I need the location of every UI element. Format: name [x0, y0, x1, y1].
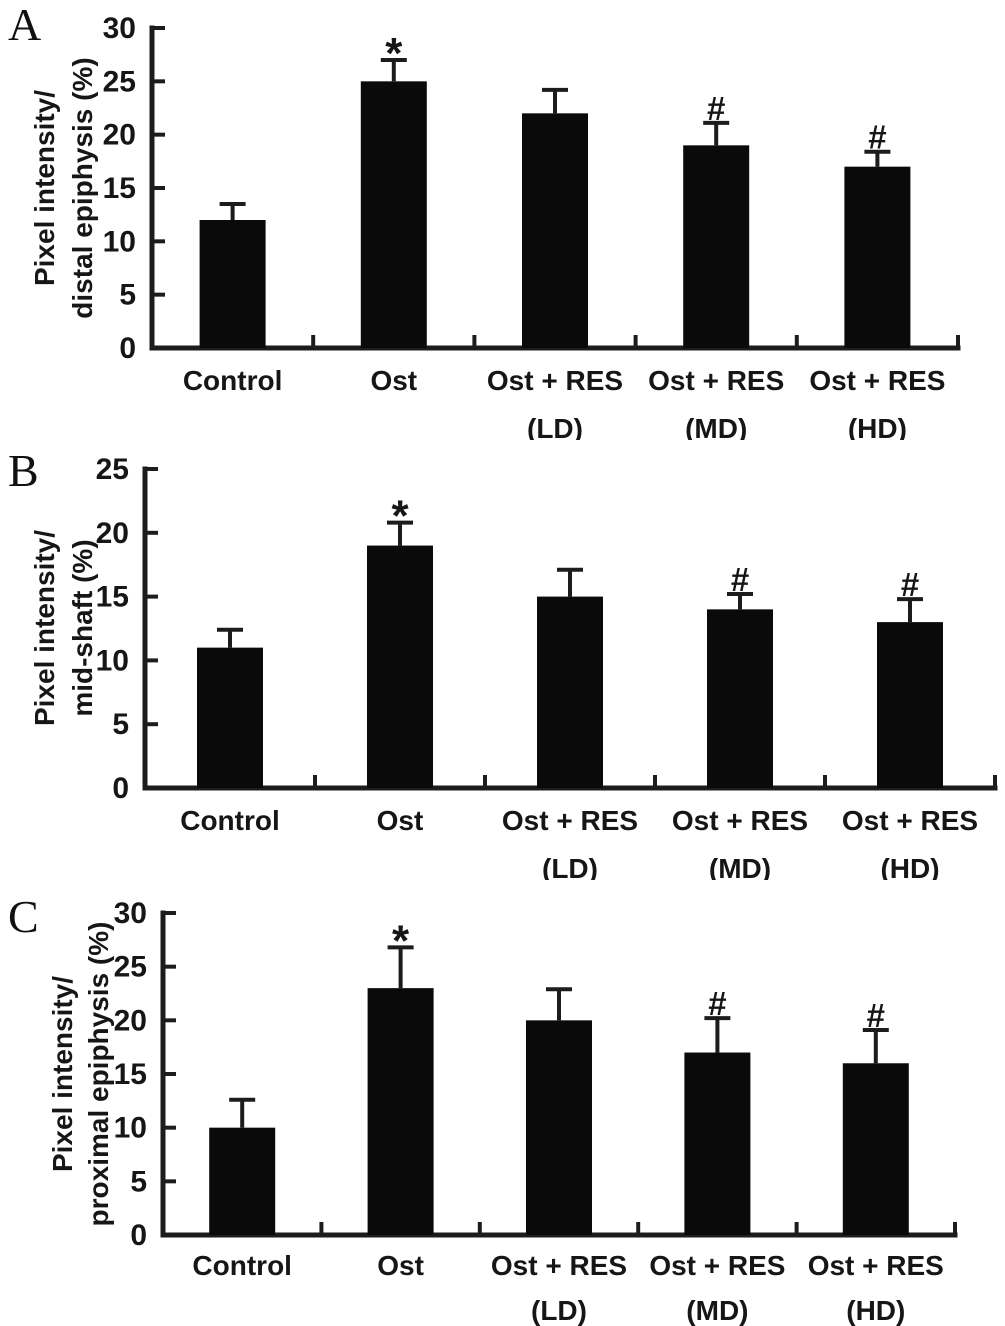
- category-label: Ost + RES: [491, 1250, 627, 1281]
- bar: [209, 1127, 276, 1235]
- bar: [199, 220, 266, 348]
- y-tick-label: 30: [114, 897, 147, 930]
- significance-hash: #: [901, 566, 919, 603]
- y-tick-label: 15: [103, 172, 136, 205]
- category-label: Ost + RES: [672, 805, 808, 836]
- significance-hash: #: [868, 119, 886, 156]
- y-tick-label: 5: [119, 279, 136, 312]
- y-tick-label: 0: [130, 1219, 147, 1252]
- significance-hash: #: [867, 997, 885, 1034]
- significance-asterisk: *: [392, 916, 410, 965]
- category-label: Ost + RES: [648, 365, 784, 396]
- category-label: Control: [192, 1250, 292, 1281]
- panel-letter: C: [8, 891, 39, 942]
- y-tick-label: 25: [96, 453, 129, 486]
- y-tick-label: 25: [114, 951, 147, 984]
- category-label: Ost + RES: [808, 1250, 944, 1281]
- significance-asterisk: *: [385, 29, 403, 78]
- y-axis-label-line: mid-shaft (%): [67, 539, 98, 716]
- category-label: (LD): [527, 413, 583, 440]
- category-label: Ost: [377, 1250, 424, 1281]
- bar: [842, 1063, 909, 1235]
- category-label: (MD): [685, 413, 747, 440]
- bar: [844, 166, 911, 348]
- bar: [684, 1052, 751, 1235]
- category-label: Ost + RES: [809, 365, 945, 396]
- bar: [197, 647, 263, 788]
- category-label: (LD): [542, 853, 598, 880]
- y-axis-label-line: Pixel intensity/: [29, 530, 60, 726]
- category-label: Ost: [370, 365, 417, 396]
- category-label: Ost + RES: [487, 365, 623, 396]
- bar: [877, 622, 943, 788]
- category-label: (MD): [709, 853, 771, 880]
- bar: [683, 145, 750, 348]
- category-label: Ost + RES: [502, 805, 638, 836]
- category-label: (HD): [848, 413, 907, 440]
- significance-hash: #: [708, 985, 726, 1022]
- y-axis-label-line: Pixel intensity/: [47, 976, 78, 1172]
- bar: [522, 113, 588, 348]
- y-tick-label: 15: [114, 1058, 147, 1091]
- y-tick-label: 20: [103, 119, 136, 152]
- category-label: Control: [180, 805, 280, 836]
- category-label: (MD): [686, 1295, 748, 1326]
- category-label: (LD): [531, 1295, 587, 1326]
- bar: [367, 545, 433, 788]
- panel-letter: B: [8, 445, 39, 496]
- y-tick-label: 0: [119, 332, 136, 365]
- y-tick-label: 20: [114, 1004, 147, 1037]
- y-tick-label: 15: [96, 581, 129, 614]
- y-tick-label: 5: [112, 708, 129, 741]
- category-label: (HD): [846, 1295, 905, 1326]
- y-axis-label-line: proximal epiphysis (%): [83, 922, 114, 1227]
- significance-hash: #: [731, 561, 749, 598]
- y-tick-label: 20: [96, 517, 129, 550]
- category-label: Ost: [377, 805, 424, 836]
- y-tick-label: 5: [130, 1165, 147, 1198]
- category-label: Ost + RES: [649, 1250, 785, 1281]
- y-tick-label: 0: [112, 772, 129, 805]
- significance-hash: #: [707, 90, 725, 127]
- category-label: Ost + RES: [842, 805, 978, 836]
- y-tick-label: 10: [96, 644, 129, 677]
- significance-asterisk: *: [391, 492, 409, 541]
- bar: [367, 988, 434, 1235]
- category-label: (HD): [880, 853, 939, 880]
- y-tick-label: 10: [103, 225, 136, 258]
- category-label: Control: [183, 365, 283, 396]
- y-tick-label: 25: [103, 65, 136, 98]
- bar: [360, 81, 427, 348]
- y-axis-label-line: distal epiphysis (%): [67, 57, 98, 318]
- bar: [707, 609, 773, 788]
- bar: [526, 1020, 592, 1235]
- panel-b-chart: B Pixel intensity/mid-shaft (%) 0 5 10 15 20 25…: [8, 445, 998, 880]
- panel-letter: A: [8, 0, 41, 50]
- y-tick-label: 10: [114, 1112, 147, 1145]
- y-axis-label-line: Pixel intensity/: [29, 90, 60, 286]
- panel-a-chart: A Pixel intensity/distal epiphysis (%) 0 5 1…: [8, 0, 961, 440]
- panel-c-chart: C Pixel intensity/proximal epiphysis (%) 0…: [8, 891, 958, 1326]
- y-tick-label: 30: [103, 12, 136, 45]
- bar: [537, 596, 603, 788]
